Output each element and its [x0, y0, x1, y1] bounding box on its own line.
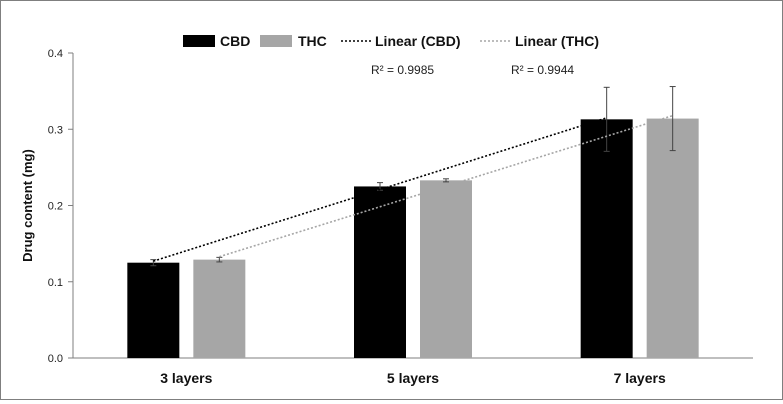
trendlines [153, 114, 673, 262]
x-tick-label: 3 layers [160, 370, 212, 386]
legend-label: Linear (THC) [515, 33, 599, 49]
bar-thc [646, 118, 699, 358]
legend-label: Linear (CBD) [375, 33, 461, 49]
bar-cbd [127, 262, 180, 358]
bar-thc [193, 259, 246, 358]
r-squared-label: R² = 0.9944 [511, 63, 574, 77]
trendline-cbd [153, 117, 607, 262]
legend-label: THC [298, 33, 327, 49]
y-tick-label: 0.2 [48, 201, 63, 213]
legend-swatch-thc [260, 35, 292, 47]
y-axis-label: Drug content (mg) [20, 149, 35, 262]
legend: R² = 0.9985 R² = 0.9944 CBD THC Linear (CBD)… [183, 33, 599, 77]
x-tick-label: 5 layers [387, 370, 439, 386]
y-tick-label: 0.4 [48, 48, 63, 60]
y-tick-label: 0.0 [48, 353, 63, 365]
y-tick-label: 0.1 [48, 277, 63, 289]
legend-label: CBD [220, 33, 250, 49]
r-squared-label: R² = 0.9985 [371, 63, 434, 77]
bars [127, 86, 699, 359]
bar-thc [420, 180, 472, 358]
bar-cbd [580, 119, 633, 359]
y-tick-label: 0.3 [48, 124, 63, 136]
trendline-thc [219, 114, 673, 258]
bar-cbd [354, 186, 406, 358]
legend-swatch-cbd [183, 35, 215, 47]
x-tick-label: 7 layers [614, 370, 666, 386]
axes: 0.0 0.1 0.2 0.3 0.4 3 layers 5 layers 7 layers [48, 48, 753, 386]
